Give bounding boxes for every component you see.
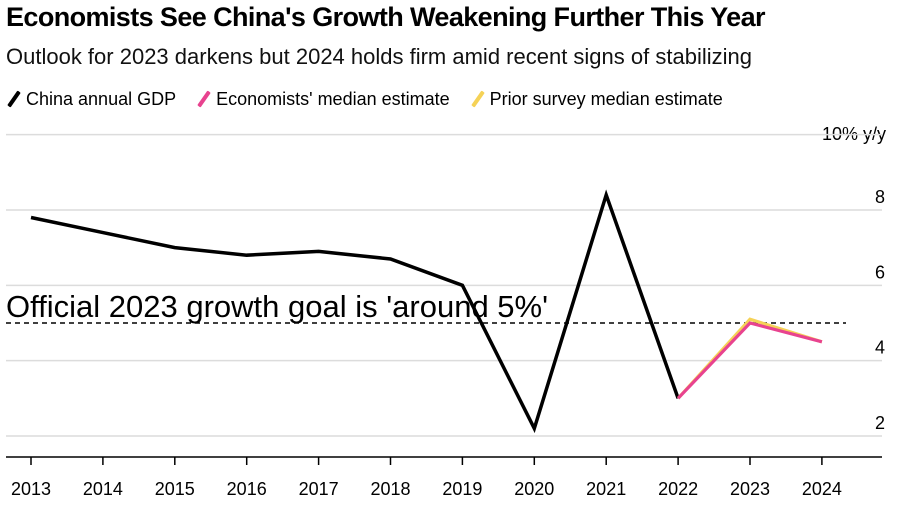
x-tick-label-2018: 2018 bbox=[370, 479, 410, 499]
x-tick-label-2020: 2020 bbox=[514, 479, 554, 499]
gdp-line bbox=[30, 189, 680, 434]
x-tick-label-2021: 2021 bbox=[586, 479, 626, 499]
legend: China annual GDP Economists' median esti… bbox=[6, 86, 743, 112]
x-tick-label-2015: 2015 bbox=[155, 479, 195, 499]
x-tick-label-2014: 2014 bbox=[83, 479, 123, 499]
legend-item-prior-estimate: Prior survey median estimate bbox=[470, 89, 723, 110]
median-estimate-line bbox=[676, 321, 823, 400]
legend-label-median-estimate: Economists' median estimate bbox=[216, 88, 450, 109]
prior-estimate-line bbox=[676, 317, 823, 400]
y-tick-label-2: 2 bbox=[875, 413, 885, 433]
x-tick-label-2017: 2017 bbox=[299, 479, 339, 499]
chart-subtitle: Outlook for 2023 darkens but 2024 holds … bbox=[6, 44, 752, 69]
x-tick-label-2013: 2013 bbox=[11, 479, 51, 499]
legend-label-gdp: China annual GDP bbox=[26, 88, 177, 109]
x-tick-label-2023: 2023 bbox=[730, 479, 770, 499]
legend-item-gdp: China annual GDP bbox=[6, 89, 176, 110]
legend-item-median-estimate: Economists' median estimate bbox=[196, 89, 450, 110]
reference-line-label: Official 2023 growth goal is 'around 5%' bbox=[6, 289, 548, 324]
y-tick-label-8: 8 bbox=[875, 187, 885, 207]
y-tick-label-6: 6 bbox=[875, 262, 885, 282]
legend-label-prior-estimate: Prior survey median estimate bbox=[489, 88, 723, 109]
x-tick-label-2022: 2022 bbox=[658, 479, 698, 499]
y-tick-label-4: 4 bbox=[875, 338, 885, 358]
x-tick-label-2024: 2024 bbox=[802, 479, 842, 499]
x-tick-label-2019: 2019 bbox=[442, 479, 482, 499]
chart-title: Economists See China's Growth Weakening … bbox=[6, 2, 766, 32]
x-tick-label-2016: 2016 bbox=[227, 479, 267, 499]
